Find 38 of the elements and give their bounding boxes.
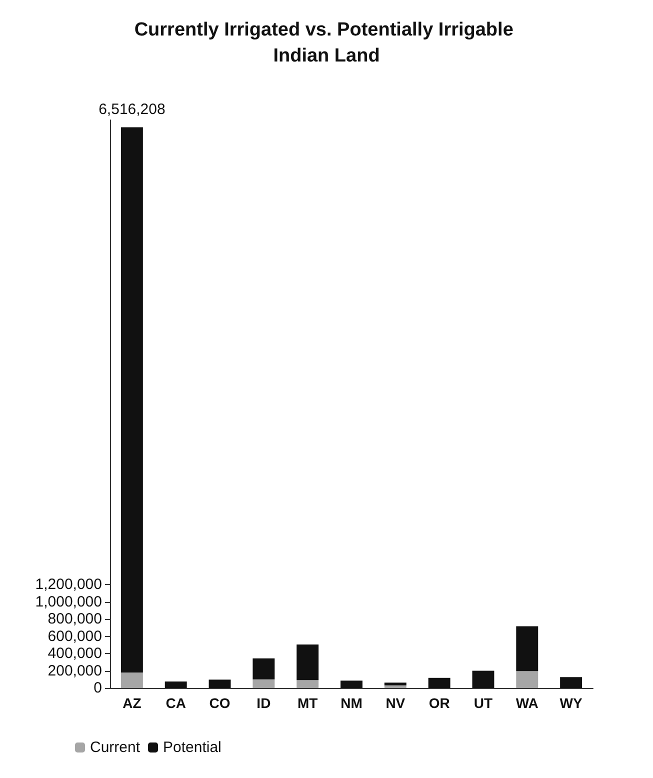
bar: [516, 626, 538, 672]
bar: [296, 680, 319, 688]
bar: [252, 658, 275, 680]
x-tick-label: CO: [209, 695, 230, 711]
y-tick-label: 0: [94, 680, 102, 696]
bar: [384, 682, 406, 686]
legend-label: Current: [90, 739, 141, 756]
x-tick-label: CA: [166, 695, 186, 711]
x-tick-label: ID: [256, 695, 271, 711]
y-tick-label: 200,000: [48, 662, 102, 680]
x-tick-label: NV: [386, 695, 406, 711]
bar: [516, 671, 538, 688]
x-tick-label: MT: [297, 695, 318, 711]
bar: [296, 644, 319, 680]
y-tick-label: 800,000: [48, 610, 102, 628]
legend-label: Potential: [163, 739, 222, 756]
bar: [472, 670, 494, 688]
y-tick-label: 1,200,000: [35, 576, 102, 594]
bar: [384, 685, 406, 688]
bar: [428, 678, 450, 688]
x-tick-label: OR: [428, 695, 450, 711]
bar: [340, 680, 362, 688]
bar: [164, 681, 187, 688]
x-tick-label: NM: [340, 695, 362, 711]
bar: [120, 672, 143, 688]
bar: [120, 127, 143, 673]
y-tick-label: 600,000: [48, 628, 102, 645]
y-tick-label: 400,000: [48, 645, 102, 662]
x-tick-label: UT: [474, 695, 493, 711]
x-tick-label: WA: [516, 695, 538, 711]
y-tick-label: 1,000,000: [35, 593, 102, 610]
bar: [208, 680, 231, 688]
x-tick-label: AZ: [122, 695, 142, 711]
bar: [560, 677, 582, 688]
x-tick-label: WY: [560, 695, 583, 711]
total-label: 6,516,208: [98, 101, 166, 118]
bar: [252, 679, 275, 688]
chart-title: Currently Irrigated vs. Potentially Irrigable Indian Land: [134, 20, 519, 66]
